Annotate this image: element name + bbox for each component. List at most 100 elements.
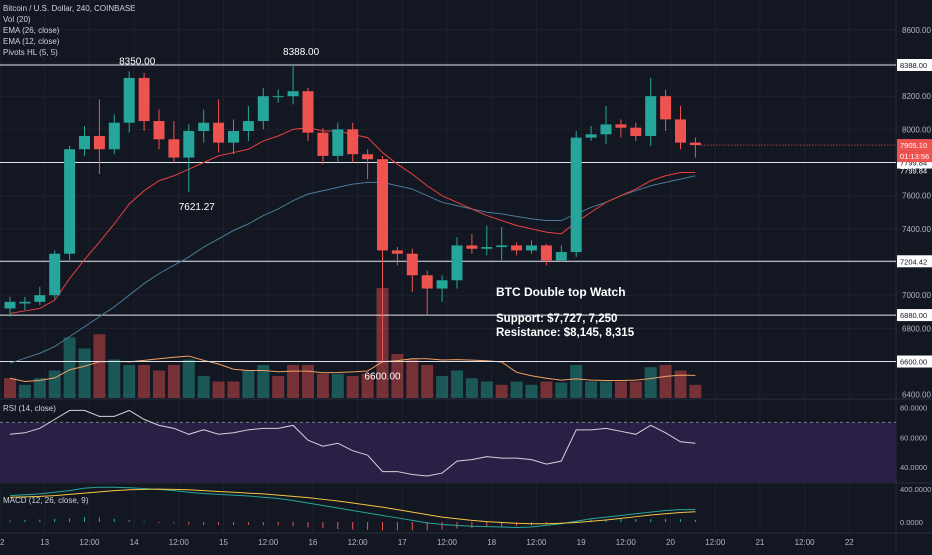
- macd-histogram-bar: [680, 519, 681, 523]
- macd-histogram-bar: [352, 522, 354, 530]
- macd-histogram-bar: [39, 519, 41, 523]
- x-tick-label: 17: [398, 538, 407, 547]
- macd-histogram-bar: [382, 522, 383, 531]
- volume-bar: [391, 354, 404, 398]
- volume-bar: [227, 381, 240, 398]
- macd-histogram-bar: [605, 519, 607, 523]
- candle-body[interactable]: [540, 245, 552, 261]
- candle-body[interactable]: [183, 131, 195, 158]
- candle-body[interactable]: [466, 245, 478, 249]
- legend-symbol[interactable]: Bitcoin / U.S. Dollar, 240, COINBASE: [3, 4, 136, 13]
- candle-body[interactable]: [49, 253, 61, 296]
- candle-body[interactable]: [287, 91, 299, 97]
- candle-body[interactable]: [362, 154, 374, 160]
- candle-body[interactable]: [600, 124, 612, 135]
- candle-body[interactable]: [168, 139, 180, 158]
- rsi-axis-label: 80.0000: [900, 403, 927, 412]
- candle-body[interactable]: [257, 96, 269, 122]
- macd-histogram-bar: [516, 522, 518, 527]
- legend-ema12[interactable]: EMA (12, close): [3, 37, 60, 46]
- x-tick-label: 16: [308, 538, 317, 547]
- candle-body[interactable]: [93, 135, 105, 150]
- candle-body[interactable]: [228, 131, 239, 143]
- candle-body[interactable]: [526, 245, 537, 251]
- candle-body[interactable]: [272, 96, 284, 98]
- candle-body[interactable]: [406, 253, 418, 276]
- chart-legend: Bitcoin / U.S. Dollar, 240, COINBASE Vol…: [3, 3, 136, 58]
- volume-bar: [33, 378, 46, 398]
- x-tick-label: 13: [40, 538, 49, 547]
- candle-body[interactable]: [138, 77, 150, 122]
- annotation-title: BTC Double top Watch: [496, 285, 626, 299]
- candle-body[interactable]: [436, 280, 448, 289]
- volume-bar: [18, 384, 31, 398]
- rsi-line: [9, 409, 696, 477]
- macd-histogram-bar: [337, 522, 339, 530]
- candle-body[interactable]: [555, 252, 567, 261]
- candle-body[interactable]: [421, 275, 433, 289]
- macd-histogram-bar: [665, 518, 667, 523]
- volume-bar: [659, 365, 672, 398]
- candle-body[interactable]: [198, 122, 210, 132]
- candle-body[interactable]: [481, 247, 493, 249]
- macd-line: [9, 486, 696, 528]
- candle-body[interactable]: [660, 96, 672, 120]
- volume-bar: [93, 334, 106, 398]
- level-label: 8388.00: [900, 61, 927, 70]
- candle-body[interactable]: [213, 122, 225, 143]
- level-label: 7204.42: [900, 257, 927, 266]
- candle-body[interactable]: [153, 121, 165, 140]
- candle-body[interactable]: [496, 245, 508, 248]
- volume-bar: [600, 381, 612, 398]
- candle-body[interactable]: [108, 122, 120, 150]
- candle-body[interactable]: [451, 245, 463, 281]
- volume-bar: [316, 373, 329, 398]
- price-axis-label: 8600.00: [902, 26, 931, 35]
- candle-body[interactable]: [615, 124, 627, 128]
- candle-body[interactable]: [332, 129, 344, 156]
- candle-body[interactable]: [242, 121, 254, 132]
- candle-body[interactable]: [123, 77, 135, 123]
- candle-body[interactable]: [19, 301, 31, 304]
- price-axis-label: 7000.00: [902, 291, 931, 300]
- annotation-support: Support: $7,727, 7,250: [496, 313, 617, 325]
- price-axis-label: 6400.00: [902, 391, 931, 400]
- volume-bar: [4, 378, 16, 398]
- volume-bar: [614, 381, 627, 398]
- volume-bar: [480, 381, 493, 398]
- candle-body[interactable]: [79, 135, 90, 150]
- candle-body[interactable]: [347, 129, 359, 155]
- candle-body[interactable]: [4, 301, 16, 309]
- legend-pivots[interactable]: Pivots HL (5, 5): [3, 48, 58, 57]
- legend-vol[interactable]: Vol (20): [3, 15, 31, 24]
- x-tick-label: 12:00: [348, 538, 369, 547]
- candle-body[interactable]: [64, 149, 76, 254]
- candle-body[interactable]: [570, 137, 582, 253]
- candle-body[interactable]: [511, 245, 523, 251]
- candle-body[interactable]: [689, 142, 701, 146]
- candle-body[interactable]: [317, 132, 329, 156]
- macd-histogram-bar: [203, 522, 205, 525]
- rsi-axis-label: 60.0000: [900, 433, 927, 442]
- volume-bar: [570, 365, 583, 398]
- macd-histogram-bar: [307, 522, 309, 528]
- price-axis-label: 8200.00: [902, 92, 931, 101]
- candle-body[interactable]: [302, 91, 314, 133]
- candle-body[interactable]: [645, 96, 657, 136]
- macd-label: MACD (12, 26, close, 9): [3, 496, 89, 505]
- macd-histogram-bar: [84, 517, 85, 523]
- candle-body[interactable]: [675, 119, 686, 143]
- candle-body[interactable]: [585, 134, 597, 138]
- candle-body[interactable]: [391, 250, 403, 254]
- last-price-badge: [897, 139, 932, 152]
- candle-body[interactable]: [34, 295, 46, 302]
- price-axis-label: 6800.00: [902, 324, 931, 333]
- candle-body[interactable]: [377, 159, 388, 251]
- candle-body[interactable]: [630, 127, 642, 136]
- level-label: 7799.84: [900, 159, 927, 168]
- legend-ema26[interactable]: EMA (26, close): [3, 26, 60, 35]
- level-label: 6880.00: [900, 311, 927, 320]
- rsi-band: [0, 422, 896, 482]
